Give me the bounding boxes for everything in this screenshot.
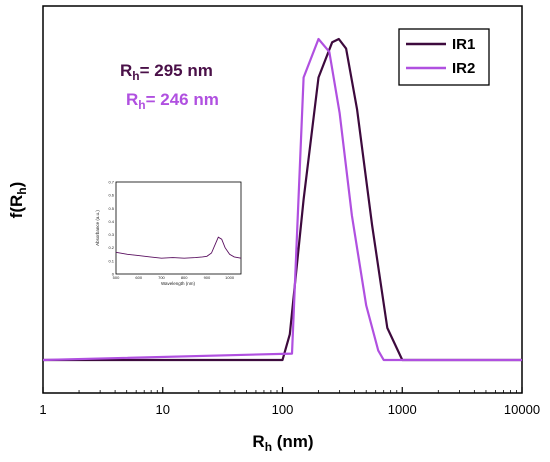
annotation-ir2-sub: h bbox=[138, 98, 145, 112]
inset-y-tick-label: 0.6 bbox=[108, 193, 114, 198]
series-line-ir1 bbox=[43, 37, 522, 362]
x-tick-label-10000: 10000 bbox=[504, 402, 540, 417]
x-axis-title-unit: (nm) bbox=[272, 432, 314, 451]
inset-x-tick-label: 900 bbox=[204, 275, 211, 280]
inset-x-tick-label: 800 bbox=[181, 275, 188, 280]
inset-x-title: Wavelength (nm) bbox=[161, 281, 196, 286]
y-axis-title-close: ) bbox=[7, 182, 26, 188]
inset-x-tick-label: 500 bbox=[113, 275, 120, 280]
inset-y-tick-label: 0.3 bbox=[108, 232, 114, 237]
inset-y-tick-label: 0.1 bbox=[108, 258, 114, 263]
inset-y-tick-label: 0.2 bbox=[108, 245, 114, 250]
y-axis-title: f(Rh) bbox=[7, 182, 29, 219]
annotation-ir2-prefix: R bbox=[126, 90, 138, 109]
x-tick-label-1000: 1000 bbox=[388, 402, 417, 417]
x-axis-title: Rh (nm) bbox=[252, 432, 313, 454]
legend-label-ir1: IR1 bbox=[452, 36, 475, 53]
x-tick-label-10: 10 bbox=[156, 402, 170, 417]
inset-y-tick-label: 0.4 bbox=[108, 219, 114, 224]
inset-x-tick-label: 700 bbox=[158, 275, 165, 280]
legend: IR1 IR2 bbox=[398, 28, 490, 86]
annotation-ir1: Rh= 295 nm bbox=[120, 61, 213, 83]
y-axis-title-sub: h bbox=[15, 187, 29, 194]
inset-y-tick-label: 0.5 bbox=[108, 206, 114, 211]
legend-box bbox=[398, 28, 490, 86]
x-axis-title-sub: h bbox=[265, 440, 272, 454]
inset-plot: Wavelength (nm) Absorbance (a.u.) bbox=[95, 181, 242, 286]
x-axis-title-main: R bbox=[252, 432, 264, 451]
annotation-ir2: Rh= 246 nm bbox=[126, 90, 219, 112]
series-layer bbox=[42, 37, 522, 362]
inset-absorbance-line bbox=[115, 236, 242, 259]
inset-y-tick-label: 0.7 bbox=[108, 180, 114, 185]
annotation-ir2-value: = 246 nm bbox=[146, 90, 219, 109]
x-tick-label-1: 1 bbox=[39, 402, 46, 417]
annotation-ir1-sub: h bbox=[132, 69, 139, 83]
annotation-ir1-prefix: R bbox=[120, 61, 132, 80]
inset-y-title: Absorbance (a.u.) bbox=[95, 210, 100, 246]
y-axis-title-main: f(R bbox=[7, 195, 26, 219]
inset-frame bbox=[115, 181, 242, 275]
inset-y-tick-label: 0 bbox=[112, 272, 115, 277]
inset-x-tick-label: 600 bbox=[135, 275, 142, 280]
legend-label-ir2: IR2 bbox=[452, 60, 475, 77]
inset-ticks: 500 600 700 800 900 1000 0 0.1 0.2 0.3 0.4 0.5 0.6 0.… bbox=[108, 180, 242, 280]
inset-x-tick-label: 1000 bbox=[225, 275, 235, 280]
series-line-ir2 bbox=[42, 37, 522, 362]
x-tick-label-100: 100 bbox=[272, 402, 294, 417]
x-axis-ticks: 1 10 100 1000 10000 bbox=[39, 387, 540, 417]
annotation-ir1-value: = 295 nm bbox=[140, 61, 213, 80]
